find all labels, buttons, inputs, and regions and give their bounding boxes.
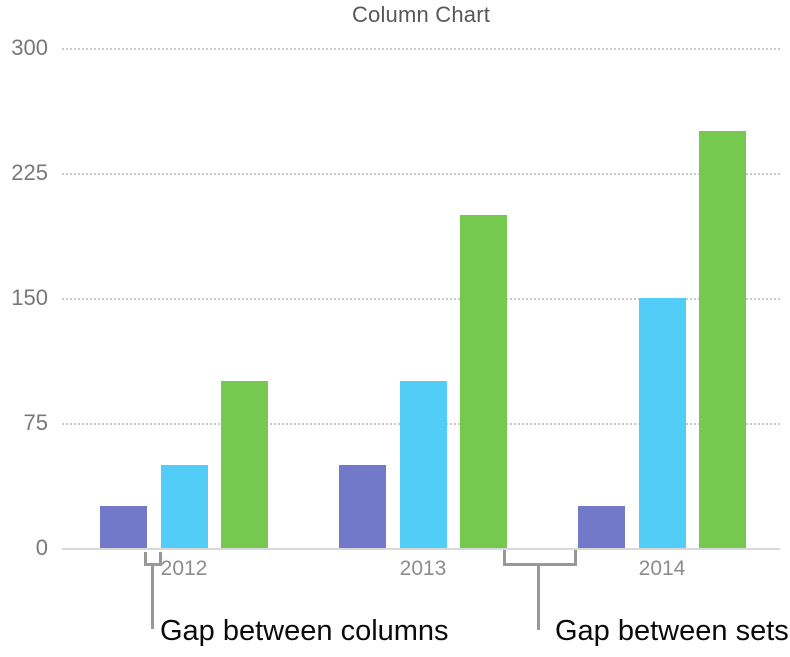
- x-tick-label-2014: 2014: [638, 557, 686, 580]
- gap-between-columns-stem: [151, 563, 154, 629]
- bar-2013-series1: [339, 464, 386, 548]
- gridline-150: [62, 298, 780, 300]
- bar-2012-series2: [160, 464, 208, 548]
- bar-2012-series1: [100, 506, 147, 548]
- y-tick-label-0: 0: [35, 535, 48, 560]
- bar-2014-series1: [578, 506, 625, 548]
- gap-between-sets-bracket: [503, 550, 577, 566]
- x-axis-line: [62, 548, 780, 550]
- bar-2014-series2: [638, 298, 686, 548]
- y-tick-label-225: 225: [11, 160, 48, 185]
- bar-2013-series2: [399, 381, 447, 548]
- bar-2012-series3: [221, 381, 268, 548]
- y-tick-label-150: 150: [11, 285, 48, 310]
- gap-between-sets-label: Gap between sets: [555, 615, 789, 647]
- bar-2013-series3: [460, 214, 507, 548]
- gridline-300: [62, 48, 780, 50]
- chart-title: Column Chart: [351, 2, 491, 27]
- bar-2014-series3: [699, 131, 746, 548]
- x-tick-label-2013: 2013: [399, 557, 447, 580]
- gap-between-columns-label: Gap between columns: [160, 615, 449, 647]
- gap-between-sets-stem: [537, 563, 540, 630]
- y-tick-label-75: 75: [23, 410, 48, 435]
- gridline-225: [62, 173, 780, 175]
- y-tick-label-300: 300: [11, 35, 48, 60]
- x-tick-label-2012: 2012: [160, 557, 208, 580]
